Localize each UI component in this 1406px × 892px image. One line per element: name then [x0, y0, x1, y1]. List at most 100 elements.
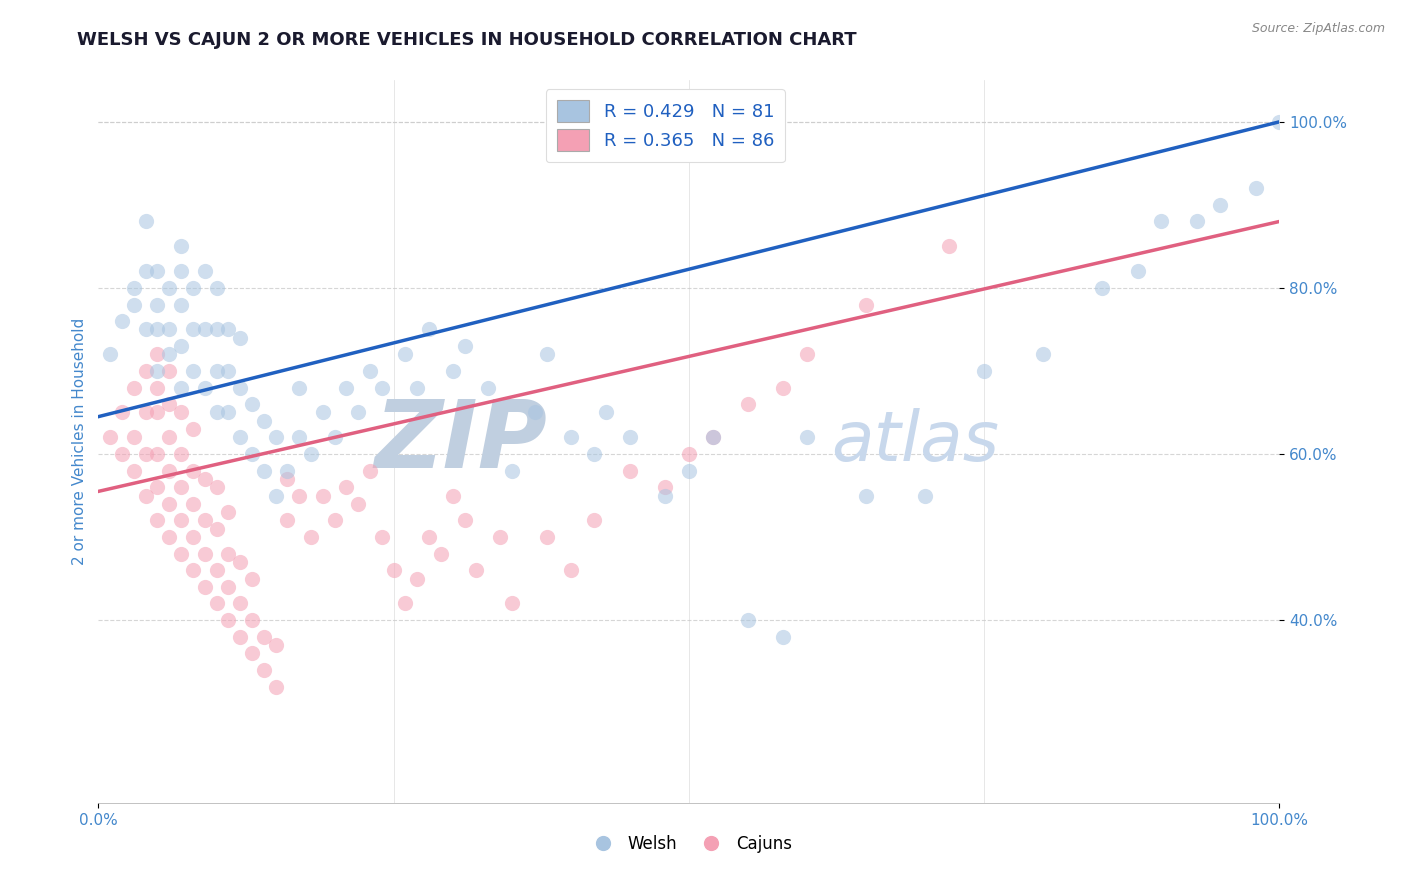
Point [1209, 198, 1232, 212]
Point [146, 380, 169, 394]
Text: Source: ZipAtlas.com: Source: ZipAtlas.com [1251, 22, 1385, 36]
Point [194, 380, 217, 394]
Point [1185, 214, 1208, 228]
Point [973, 364, 995, 378]
Point [240, 397, 263, 411]
Point [253, 663, 276, 677]
Point [323, 513, 346, 527]
Point [205, 563, 228, 577]
Point [583, 447, 606, 461]
Point [205, 405, 228, 419]
Point [264, 489, 287, 503]
Point [288, 380, 311, 394]
Point [181, 530, 204, 544]
Text: atlas: atlas [831, 408, 998, 475]
Point [560, 563, 582, 577]
Point [194, 322, 217, 336]
Point [205, 597, 228, 611]
Point [157, 430, 180, 444]
Point [371, 380, 394, 394]
Point [98, 347, 121, 361]
Point [796, 347, 818, 361]
Point [264, 430, 287, 444]
Point [560, 430, 582, 444]
Point [1268, 115, 1291, 129]
Point [157, 530, 180, 544]
Point [1091, 281, 1114, 295]
Point [217, 364, 239, 378]
Point [229, 331, 252, 345]
Point [453, 339, 475, 353]
Point [276, 513, 298, 527]
Point [157, 347, 180, 361]
Point [737, 613, 759, 627]
Point [418, 530, 440, 544]
Point [654, 489, 676, 503]
Point [229, 597, 252, 611]
Point [489, 530, 512, 544]
Point [170, 405, 193, 419]
Point [217, 613, 239, 627]
Point [855, 489, 877, 503]
Point [524, 405, 547, 419]
Point [264, 638, 287, 652]
Point [170, 297, 193, 311]
Point [111, 314, 134, 328]
Point [240, 646, 263, 660]
Point [146, 264, 169, 278]
Point [217, 405, 239, 419]
Point [135, 489, 157, 503]
Point [465, 563, 488, 577]
Point [194, 513, 217, 527]
Point [276, 472, 298, 486]
Point [146, 347, 169, 361]
Point [194, 472, 217, 486]
Point [170, 513, 193, 527]
Point [146, 322, 169, 336]
Point [441, 364, 464, 378]
Point [288, 489, 311, 503]
Point [135, 214, 157, 228]
Point [181, 497, 204, 511]
Point [181, 422, 204, 436]
Point [170, 447, 193, 461]
Point [619, 430, 641, 444]
Point [335, 380, 357, 394]
Point [299, 447, 322, 461]
Point [253, 414, 276, 428]
Point [855, 297, 877, 311]
Point [157, 464, 180, 478]
Point [135, 447, 157, 461]
Point [205, 364, 228, 378]
Point [371, 530, 394, 544]
Point [253, 630, 276, 644]
Point [135, 322, 157, 336]
Point [205, 281, 228, 295]
Point [135, 405, 157, 419]
Point [264, 680, 287, 694]
Point [299, 530, 322, 544]
Point [146, 405, 169, 419]
Point [170, 264, 193, 278]
Point [170, 480, 193, 494]
Text: ZIP: ZIP [374, 395, 547, 488]
Point [122, 297, 145, 311]
Point [406, 380, 429, 394]
Point [536, 530, 558, 544]
Point [135, 364, 157, 378]
Point [146, 297, 169, 311]
Point [347, 497, 370, 511]
Point [1150, 214, 1173, 228]
Point [583, 513, 606, 527]
Y-axis label: 2 or more Vehicles in Household: 2 or more Vehicles in Household [72, 318, 87, 566]
Point [702, 430, 724, 444]
Point [240, 572, 263, 586]
Point [312, 489, 335, 503]
Point [536, 347, 558, 361]
Point [796, 430, 818, 444]
Point [1126, 264, 1149, 278]
Point [217, 505, 239, 519]
Point [157, 497, 180, 511]
Point [453, 513, 475, 527]
Point [98, 430, 121, 444]
